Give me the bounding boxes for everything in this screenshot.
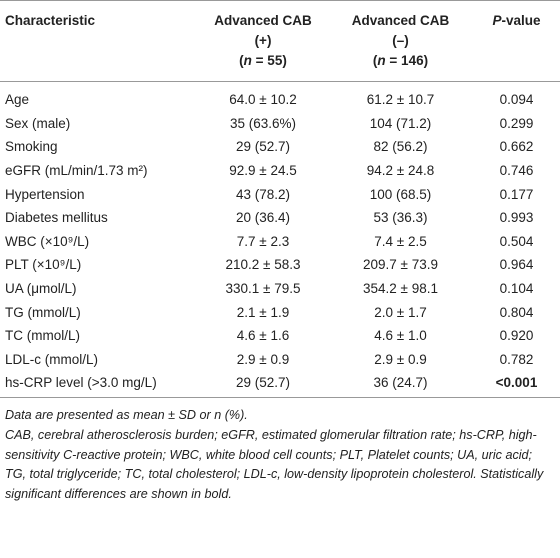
table-cell: 61.2 ± 10.7 <box>366 92 435 108</box>
header-text: (+) <box>254 33 272 48</box>
table-row: LDL-c (mmol/L) 2.9 ± 0.9 2.9 ± 0.9 0.782 <box>0 348 560 372</box>
header-line: P-value <box>477 11 556 31</box>
table-cell: <0.001 <box>473 371 560 398</box>
table-row: Smoking 29 (52.7) 82 (56.2) 0.662 <box>0 135 560 159</box>
table-cell: UA (μmol/L) <box>5 281 77 297</box>
table-cell: 94.2 ± 24.8 <box>366 163 435 179</box>
data-table: Characteristic Advanced CAB (+) (n = 55) Adv… <box>0 0 560 398</box>
header-line: (+) <box>202 31 324 51</box>
header-cell: Advanced CAB (–) (n = 146) <box>328 0 473 82</box>
table-cell: 0.104 <box>499 281 534 297</box>
table-cell: 0.964 <box>499 257 534 273</box>
table-cell: 36 (24.7) <box>328 371 473 398</box>
header-line: (–) <box>332 31 469 51</box>
header-cell: P-value <box>473 0 560 82</box>
table-header: Characteristic Advanced CAB (+) (n = 55) Adv… <box>0 0 560 82</box>
table-row: Sex (male) 35 (63.6%) 104 (71.2) 0.299 <box>0 112 560 136</box>
footnote: CAB, cerebral atherosclerosis burden; eG… <box>5 428 544 501</box>
table-cell: TG (mmol/L) <box>5 304 81 320</box>
header-text: -value <box>501 13 541 28</box>
table-cell: TC (mmol/L) <box>5 328 80 344</box>
table-cell: 210.2 ± 58.3 <box>225 257 301 273</box>
header-text: n <box>377 53 386 68</box>
table-cell: 0.662 <box>499 139 534 155</box>
table-row: eGFR (mL/min/1.73 m²) 92.9 ± 24.5 94.2 ± 2… <box>0 159 560 183</box>
table-cell: 92.9 ± 24.5 <box>229 163 297 179</box>
table-cell: 82 (56.2) <box>373 139 428 155</box>
table-cell: 330.1 ± 79.5 <box>225 281 301 297</box>
table-cell: 0.094 <box>499 92 534 108</box>
header-text: (–) <box>392 33 409 48</box>
table-cell: 20 (36.4) <box>235 210 291 226</box>
table-row: Hypertension 43 (78.2) 100 (68.5) 0.177 <box>0 182 560 206</box>
header-text: n <box>243 53 252 68</box>
header-line: Characteristic <box>5 11 194 31</box>
table-cell: 0.746 <box>499 163 534 179</box>
table-cell: 43 (78.2) <box>235 186 291 202</box>
table-cell: 0.504 <box>499 233 534 249</box>
header-text: ( <box>372 53 378 68</box>
table-row: TC (mmol/L) 4.6 ± 1.6 4.6 ± 1.0 0.920 <box>0 324 560 348</box>
table-row: TG (mmol/L) 2.1 ± 1.9 2.0 ± 1.7 0.804 <box>0 300 560 324</box>
header-cell: Characteristic <box>0 0 198 82</box>
table-cell: 354.2 ± 98.1 <box>363 281 438 297</box>
table-cell: Smoking <box>5 139 58 155</box>
table-cell: 53 (36.3) <box>373 210 428 226</box>
table-cell: 0.782 <box>499 351 534 367</box>
table-cell: 100 (68.5) <box>369 186 432 202</box>
table-row: UA (μmol/L) 330.1 ± 79.5 354.2 ± 98.1 0.104 <box>0 277 560 301</box>
header-row: Characteristic Advanced CAB (+) (n = 55) Adv… <box>0 0 560 82</box>
table-cell: 2.0 ± 1.7 <box>374 304 427 320</box>
table-row: Diabetes mellitus 20 (36.4) 53 (36.3) 0.993 <box>0 206 560 230</box>
table-cell: 0.804 <box>499 304 534 320</box>
table-row: PLT (×10⁹/L) 210.2 ± 58.3 209.7 ± 73.9 0.96… <box>0 253 560 277</box>
table-cell: 29 (52.7) <box>198 371 328 398</box>
table-cell: 35 (63.6%) <box>229 115 297 131</box>
header-text: ( <box>239 53 244 68</box>
table-cell: 4.6 ± 1.6 <box>236 328 290 344</box>
footnote: Data are presented as mean ± SD or n (%)… <box>5 407 248 422</box>
table-cell: 0.993 <box>499 210 534 226</box>
table-cell: PLT (×10⁹/L) <box>5 257 82 273</box>
table-cell: 2.1 ± 1.9 <box>236 304 290 320</box>
table-cell: Diabetes mellitus <box>5 210 108 226</box>
table-row: Age 64.0 ± 10.2 61.2 ± 10.7 0.094 <box>0 82 560 112</box>
table-cell: Sex (male) <box>5 115 71 131</box>
table-cell: 0.177 <box>499 186 534 202</box>
table-cell: eGFR (mL/min/1.73 m²) <box>5 163 148 179</box>
table-cell: 2.9 ± 0.9 <box>374 351 427 367</box>
table-cell: WBC (×10⁹/L) <box>5 233 90 249</box>
table-cell: 7.4 ± 2.5 <box>374 233 427 249</box>
table-row: hs-CRP level (>3.0 mg/L) 29 (52.7) 36 (24.… <box>0 371 560 398</box>
header-text: Advanced CAB <box>214 13 312 28</box>
header-text: P <box>492 13 502 28</box>
footnotes: Data are presented as mean ± SD or n (%)… <box>0 398 560 505</box>
table-row: WBC (×10⁹/L) 7.7 ± 2.3 7.4 ± 2.5 0.504 <box>0 230 560 254</box>
header-text: Advanced CAB <box>351 13 450 28</box>
table-cell: 2.9 ± 0.9 <box>236 351 290 367</box>
table-cell: Age <box>5 92 30 108</box>
header-cell: Advanced CAB (+) (n = 55) <box>198 0 328 82</box>
table-cell: 4.6 ± 1.0 <box>374 328 427 344</box>
table-cell: 209.7 ± 73.9 <box>363 257 438 273</box>
table-cell: 29 (52.7) <box>235 139 291 155</box>
header-text: = 55) <box>251 53 287 68</box>
header-line: Advanced CAB <box>202 11 324 31</box>
header-line: Advanced CAB <box>332 11 469 31</box>
header-line: (n = 55) <box>202 51 324 71</box>
header-text: Characteristic <box>5 13 96 28</box>
header-text: = 146) <box>385 53 429 68</box>
header-line: (n = 146) <box>332 51 469 71</box>
table-cell: 0.920 <box>499 328 534 344</box>
table-body: Age 64.0 ± 10.2 61.2 ± 10.7 0.094 Sex (male)… <box>0 82 560 398</box>
table-cell: 7.7 ± 2.3 <box>236 233 290 249</box>
table-cell: 64.0 ± 10.2 <box>229 92 297 108</box>
table-cell: LDL-c (mmol/L) <box>5 351 99 367</box>
table-cell: 0.299 <box>499 115 534 131</box>
table-cell: 104 (71.2) <box>369 115 432 131</box>
table-cell: Hypertension <box>5 186 85 202</box>
table-cell: hs-CRP level (>3.0 mg/L) <box>0 371 198 398</box>
